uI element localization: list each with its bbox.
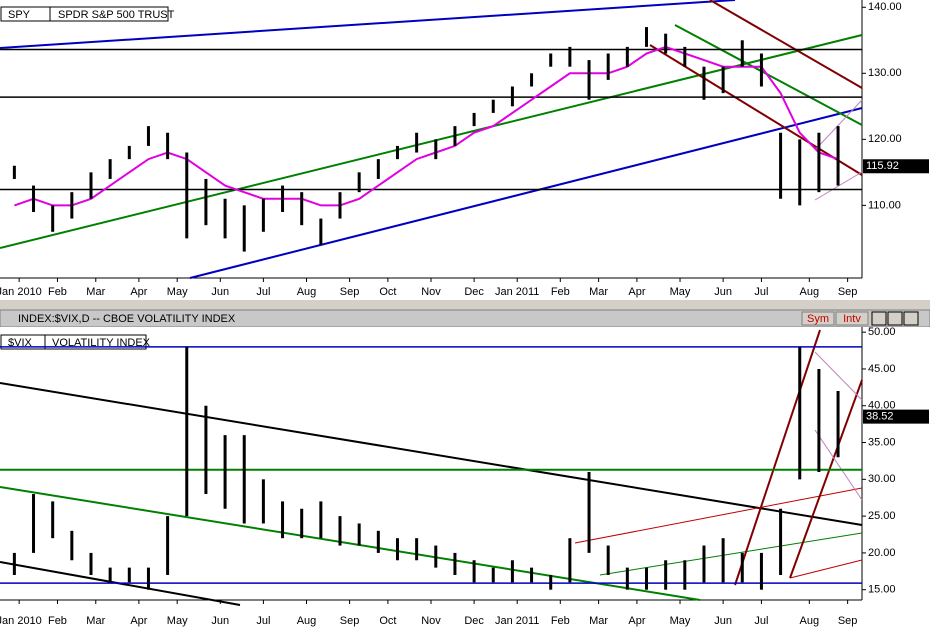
x-tick-label: Aug	[297, 286, 317, 298]
description: SPDR S&P 500 TRUST	[58, 9, 175, 21]
last-price-tag	[863, 159, 929, 174]
x-tick-label: Feb	[551, 286, 570, 298]
sym-label[interactable]: Sym	[807, 313, 829, 325]
legend-box	[0, 6, 169, 22]
x-tick-label: Sep	[838, 286, 858, 298]
trend-line	[814, 171, 863, 201]
minimize-button[interactable]	[871, 311, 887, 326]
trend-line	[814, 99, 863, 151]
y-tick-label: 45.00	[868, 363, 896, 375]
x-tick-label: Jul	[256, 286, 270, 298]
x-tick-label: Jun	[714, 615, 732, 627]
panel	[0, 327, 930, 630]
x-tick-label: Apr	[130, 615, 147, 627]
trend-line	[574, 487, 863, 544]
x-tick-label: May	[670, 286, 691, 298]
y-tick-label: 20.00	[868, 547, 896, 559]
x-tick-label: May	[167, 615, 188, 627]
y-tick-label: 25.00	[868, 510, 896, 522]
symbol: SPY	[8, 9, 31, 21]
x-tick-label: Mar	[589, 286, 608, 298]
trend-line	[709, 0, 863, 89]
last-price: 115.92	[866, 160, 899, 172]
x-tick-label: Sep	[340, 615, 360, 627]
intv-label[interactable]: Intv	[843, 313, 861, 325]
x-tick-label: Jun	[211, 286, 229, 298]
legend-box	[0, 334, 147, 350]
x-tick-label: Jun	[211, 615, 229, 627]
x-tick-label: Jul	[754, 615, 768, 627]
x-tick-label: Feb	[48, 286, 67, 298]
x-tick-label: Aug	[297, 615, 317, 627]
last-price: 38.52	[866, 411, 894, 423]
trend-line	[0, 34, 863, 249]
symbol: $VIX	[8, 337, 33, 349]
x-tick-label: Oct	[379, 286, 396, 298]
panel	[0, 0, 930, 300]
y-tick-label: 140.00	[868, 1, 902, 13]
y-tick-label: 15.00	[868, 584, 896, 596]
y-tick-label: 50.00	[868, 326, 896, 338]
x-tick-label: Feb	[48, 615, 67, 627]
x-tick-label: Jan 2010	[0, 286, 42, 298]
last-price-tag	[863, 409, 929, 424]
y-tick-label: 130.00	[868, 67, 902, 79]
x-tick-label: Mar	[86, 615, 105, 627]
x-tick-label: Aug	[800, 615, 820, 627]
x-tick-label: Jan 2010	[0, 615, 42, 627]
x-tick-label: May	[670, 615, 691, 627]
trend-line	[0, 486, 701, 601]
trend-line	[599, 532, 863, 576]
x-tick-label: Nov	[421, 615, 441, 627]
x-tick-label: Mar	[589, 615, 608, 627]
x-tick-label: Jul	[256, 615, 270, 627]
x-tick-label: Mar	[86, 286, 105, 298]
trend-line	[734, 329, 821, 586]
x-tick-label: Feb	[551, 615, 570, 627]
y-tick-label: 110.00	[868, 199, 901, 211]
x-tick-label: Apr	[628, 286, 645, 298]
y-tick-label: 120.00	[868, 133, 902, 145]
x-tick-label: Sep	[838, 615, 858, 627]
trend-line	[789, 379, 863, 579]
x-tick-label: Aug	[800, 286, 820, 298]
trend-line	[0, 382, 863, 526]
x-tick-label: Jan 2011	[495, 286, 539, 298]
x-tick-label: Sep	[340, 286, 360, 298]
close-button[interactable]	[903, 311, 919, 326]
maximize-button[interactable]	[887, 311, 903, 326]
trend-line	[814, 351, 863, 401]
x-tick-label: Nov	[421, 286, 441, 298]
trend-line	[189, 107, 863, 279]
description: VOLATILITY INDEX	[52, 337, 151, 349]
y-tick-label: 35.00	[868, 436, 896, 448]
x-tick-label: Jul	[754, 286, 768, 298]
y-tick-label: 30.00	[868, 473, 896, 485]
x-tick-label: Apr	[628, 615, 645, 627]
trend-line	[789, 559, 863, 579]
x-tick-label: Apr	[130, 286, 147, 298]
y-tick-label: 40.00	[868, 400, 896, 412]
sym-button[interactable]	[801, 311, 835, 326]
x-tick-label: May	[167, 286, 188, 298]
trend-line	[814, 429, 863, 501]
x-tick-label: Dec	[464, 286, 484, 298]
x-tick-label: Jan 2011	[495, 615, 539, 627]
x-tick-label: Dec	[464, 615, 484, 627]
x-tick-label: Oct	[379, 615, 396, 627]
moving-average	[14, 45, 839, 207]
trend-line	[0, 0, 736, 49]
window-title: INDEX:$VIX,D -- CBOE VOLATILITY INDEX	[18, 313, 236, 325]
intv-button[interactable]	[835, 311, 869, 326]
x-tick-label: Jun	[714, 286, 732, 298]
